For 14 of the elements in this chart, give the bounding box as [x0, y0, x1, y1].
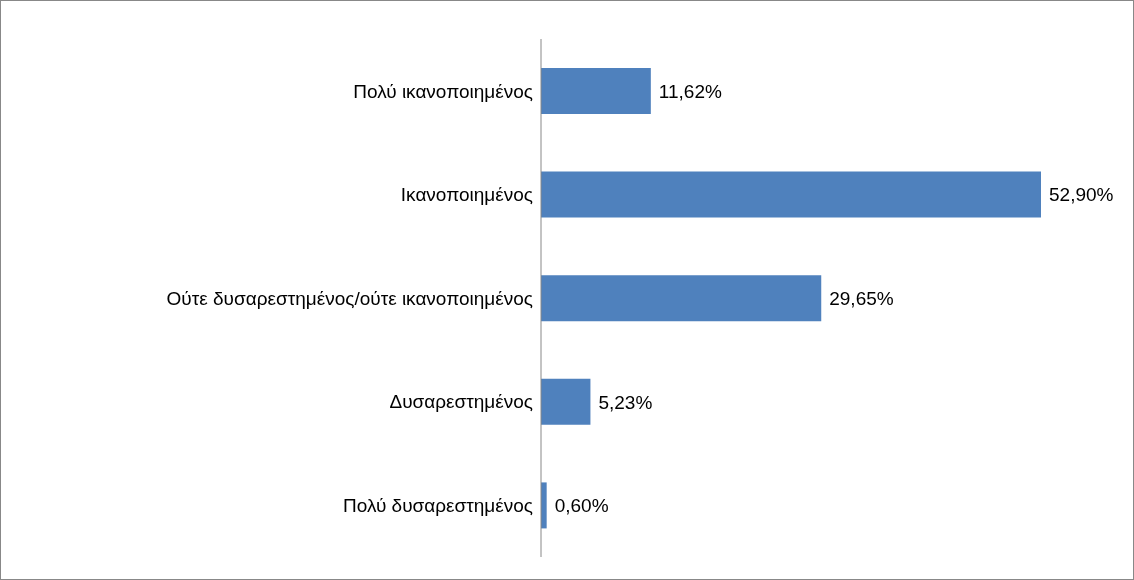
data-label: 29,65% [829, 287, 894, 309]
data-label: 0,60% [554, 495, 609, 517]
y-tick-label: Δυσαρεστημένος [389, 391, 533, 413]
data-label: 5,23% [598, 391, 653, 413]
bar [541, 171, 1041, 218]
y-tick-label: Ικανοποιημένος [400, 184, 533, 206]
bar [541, 68, 651, 115]
data-label: 11,62% [658, 80, 722, 102]
data-label: 52,90% [1049, 184, 1114, 206]
y-tick-label: Πολύ ικανοποιημένος [353, 80, 533, 102]
bar [541, 378, 591, 425]
y-tick-label: Ούτε δυσαρεστημένος/ούτε ικανοποιημένος [166, 287, 533, 309]
bar [541, 275, 822, 322]
y-tick-label: Πολύ δυσαρεστημένος [342, 494, 533, 516]
